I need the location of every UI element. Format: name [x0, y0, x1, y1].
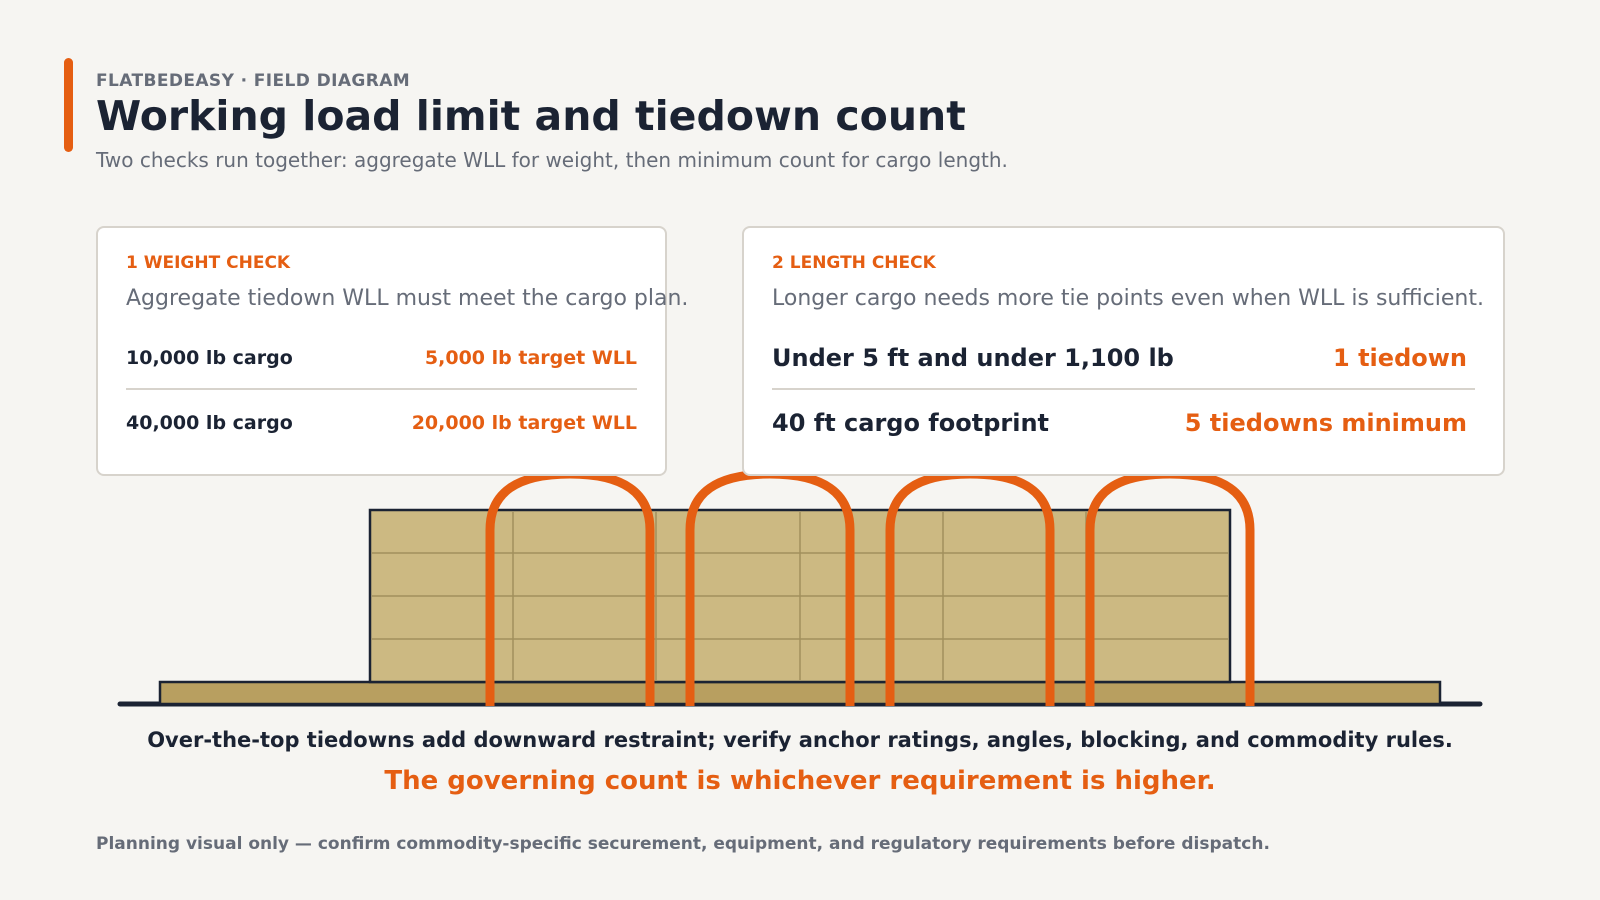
tiedown-requirement: 5 tiedowns minimum — [1184, 409, 1467, 437]
page-subtitle: Two checks run together: aggregate WLL f… — [96, 148, 1008, 172]
target-wll: 20,000 lb target WLL — [411, 412, 637, 434]
row-divider — [126, 388, 637, 390]
cargo-condition: Under 5 ft and under 1,100 lb — [772, 344, 1174, 372]
trailer-deck — [158, 680, 1442, 706]
tiedown-requirement: 1 tiedown — [1333, 344, 1467, 372]
length-row: Under 5 ft and under 1,100 lb 1 tiedown — [772, 338, 1475, 378]
weight-check-card: 1 WEIGHT CHECK Aggregate tiedown WLL mus… — [96, 226, 688, 476]
cargo-condition: 40 ft cargo footprint — [772, 409, 1049, 437]
target-wll: 5,000 lb target WLL — [424, 347, 637, 369]
tiedown-strap — [885, 469, 1055, 706]
weight-row: 10,000 lb cargo 5,000 lb target WLL — [126, 338, 637, 378]
cargo-weight: 10,000 lb cargo — [126, 347, 293, 369]
tiedown-strap — [685, 469, 855, 706]
weight-row: 40,000 lb cargo 20,000 lb target WLL — [126, 403, 637, 443]
diagram-caption: Over-the-top tiedowns add downward restr… — [147, 728, 1453, 752]
title-accent-bar — [64, 58, 73, 152]
tiedown-strap — [485, 469, 655, 706]
tiedown-strap — [1085, 469, 1255, 706]
length-row: 40 ft cargo footprint 5 tiedowns minimum — [772, 403, 1475, 443]
weight-check-heading: 1 WEIGHT CHECK — [126, 253, 291, 273]
disclaimer-footnote: Planning visual only — confirm commodity… — [96, 834, 1270, 854]
cargo-load — [368, 508, 1232, 684]
row-divider — [772, 388, 1475, 390]
length-check-description: Longer cargo needs more tie points even … — [772, 286, 1484, 311]
page-title: Working load limit and tiedown count — [96, 92, 966, 140]
cargo-block — [368, 508, 1232, 684]
governing-count-note: The governing count is whichever require… — [384, 766, 1216, 796]
tiedown-straps — [485, 469, 1255, 706]
length-check-heading: 2 LENGTH CHECK — [772, 253, 936, 273]
length-check-card: 2 LENGTH CHECK Longer cargo needs more t… — [742, 226, 1505, 476]
cargo-weight: 40,000 lb cargo — [126, 412, 293, 434]
eyebrow-label: FLATBEDEASY · FIELD DIAGRAM — [96, 71, 411, 91]
weight-check-description: Aggregate tiedown WLL must meet the carg… — [126, 286, 689, 311]
cargo-grid — [372, 512, 1228, 680]
